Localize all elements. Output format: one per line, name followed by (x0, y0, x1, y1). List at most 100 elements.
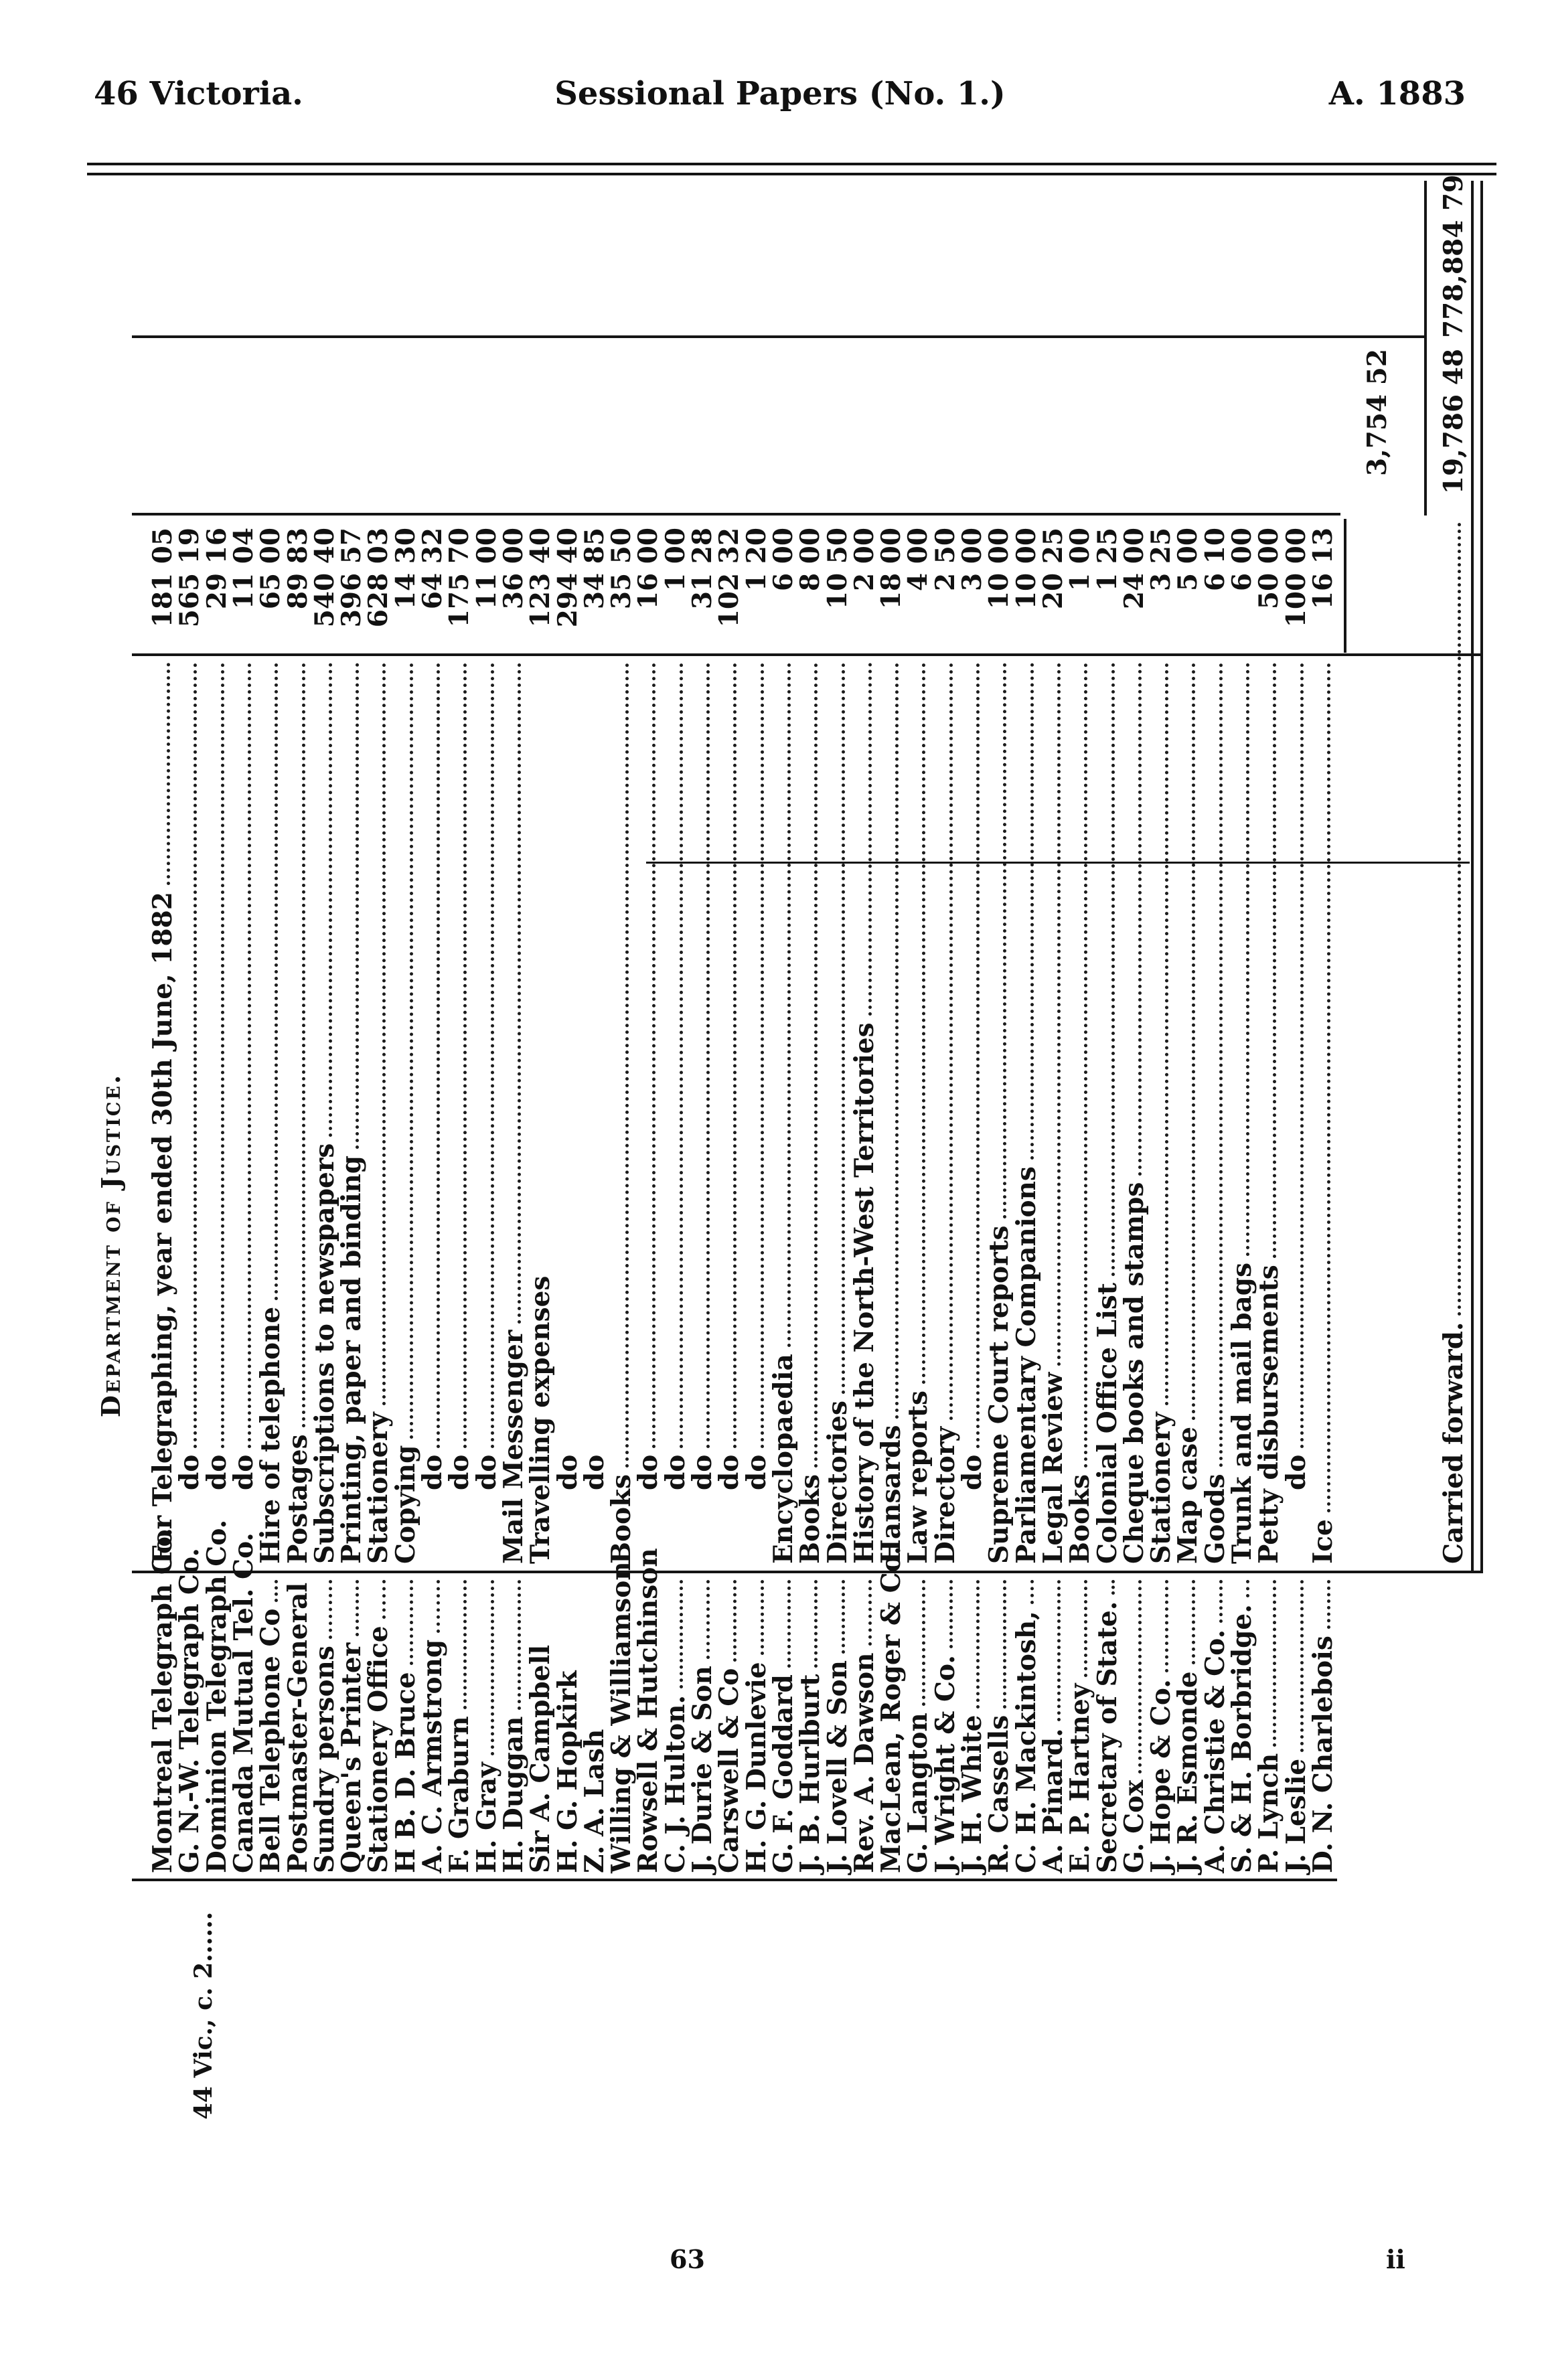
dot-leader (931, 1580, 953, 1649)
subtotal-cell (1174, 338, 1201, 515)
year-label: A. 1883 (1328, 75, 1466, 112)
table-row: H B. D. Bruce Copying 14 30 (390, 181, 421, 1881)
payee-cell: J. Wright & Co. (930, 1573, 961, 1881)
dot-leader (257, 663, 279, 1300)
amount-cell: 3 00 (957, 528, 988, 591)
dot-leader (473, 663, 494, 1448)
dot-leader (1282, 663, 1304, 1448)
dot-leader (1093, 1580, 1115, 1595)
dot-leader (1201, 1580, 1223, 1623)
table-row: G. F. Goddard Encyclopaedia 6 00 (767, 181, 799, 1881)
series-title: Sessional Papers (No. 1.) (554, 75, 1006, 112)
dot-leader (1120, 663, 1142, 1176)
dot-leader (554, 663, 575, 1448)
payee-name: A. C. Armstrong (417, 1639, 448, 1873)
service-cell: do (174, 656, 205, 1573)
subtotal-cell (1310, 338, 1336, 515)
dot-leader (716, 663, 737, 1448)
subtotal-cell (311, 338, 338, 515)
service-description: do (957, 1454, 988, 1490)
service-description: Postages (282, 1434, 313, 1564)
payee-cell: Canada Mutual Tel. Co. (228, 1532, 259, 1881)
subtotal-cell (365, 338, 392, 515)
total-cell (1202, 181, 1229, 338)
payee-name: Canada Mutual Tel. Co. (228, 1532, 259, 1873)
service-cell: Books (606, 656, 637, 1573)
total-cell (446, 181, 473, 338)
table-row: Montreal Telegraph Co. For Telegraphing, … (147, 181, 178, 1881)
table-row: Rev. A. Dawson History of the North-West … (848, 181, 880, 1881)
payee-cell: Sundry persons (309, 1573, 340, 1881)
payee-name: G. N.-W. Telegraph Co. (174, 1548, 206, 1873)
department-heading: Department of Justice. (96, 1073, 126, 1418)
total-cell (1067, 181, 1093, 338)
table-row: G. N.-W. Telegraph Co. do 565 19 (174, 181, 206, 1881)
table-row: Willing & Williamson Books 35 50 (606, 181, 637, 1881)
dot-leader (905, 663, 926, 1384)
amount-cell: 100 00 (1280, 528, 1312, 628)
service-description: Cheque books and stamps (1118, 1182, 1150, 1564)
subtotal-cell (1255, 338, 1282, 515)
subtotal-cell (959, 338, 986, 515)
subtotal-cell (554, 338, 581, 515)
amount-cell: 396 57 (336, 528, 368, 628)
amount-cell: 34 85 (578, 528, 610, 610)
service-description: History of the North-West Territories (848, 1022, 880, 1564)
service-cell: Directories (822, 656, 853, 1573)
table-row: J. Durie & Son do 31 28 (687, 181, 718, 1881)
service-cell: Supreme Court reports (984, 656, 1015, 1573)
service-description: Hansards (876, 1425, 907, 1564)
total-cell (608, 181, 635, 338)
dot-leader (176, 663, 198, 1448)
service-description: do (444, 1454, 475, 1490)
amount-cell: 6 00 (1227, 528, 1257, 591)
amount-cell: 1 00 (660, 528, 691, 591)
amount-cell: 3 25 (1146, 528, 1177, 591)
payee-name: J. Hope & Co. (1146, 1679, 1177, 1873)
total-cell (1229, 181, 1255, 338)
header-rule-bottom (87, 173, 1496, 175)
amount-cell: 36 00 (497, 528, 529, 610)
table-row: Dominion Telegraph Co. do 29 16 (201, 181, 232, 1881)
service-description: Directories (822, 1401, 853, 1564)
subtotal-cell (419, 338, 446, 515)
total-cell (176, 181, 203, 338)
service-cell: Law reports (903, 656, 933, 1573)
payee-name: C. H. Mackintosh, (1010, 1611, 1042, 1873)
payee-name: Rowsell & Hutchinson (633, 1548, 664, 1873)
service-description: Copying (390, 1445, 421, 1564)
total-cell (662, 181, 689, 338)
table-row: Z. A. Lash do 34 85 (578, 181, 610, 1881)
rotated-ledger-table: Department of Justice. 44 Vic., c. 2....… (90, 175, 1496, 2122)
payee-name: Sundry persons (309, 1646, 340, 1873)
service-cell: do (633, 656, 664, 1573)
payee-cell: Secretary of State. (1092, 1573, 1123, 1881)
dot-leader (1093, 663, 1115, 1277)
service-description: Books (606, 1474, 637, 1564)
total-cell (392, 181, 419, 338)
total-cell (473, 181, 500, 338)
dot-leader (1309, 663, 1330, 1513)
payee-name: G. Cox (1118, 1779, 1150, 1873)
service-cell: Colonial Office List (1092, 656, 1123, 1573)
amount-cell: 6 00 (767, 528, 799, 591)
amount-cell: 29 16 (201, 528, 232, 610)
service-description: Subscriptions to newspapers (309, 1143, 340, 1564)
subtotal-cell (1229, 338, 1255, 515)
table-row: H. G. Hopkirk do 294 40 (552, 181, 583, 1881)
amount-cell: 8 00 (795, 528, 826, 591)
dot-leader (365, 1580, 386, 1619)
dot-leader (931, 663, 953, 1421)
service-description: Encyclopaedia (767, 1354, 799, 1564)
total-cell (365, 181, 392, 338)
payee-name: Queen's Printer (336, 1642, 368, 1873)
service-cell: do (687, 656, 718, 1573)
service-description: Supreme Court reports (984, 1225, 1015, 1564)
amount-cell: 11 00 (471, 528, 502, 610)
total-cell (554, 181, 581, 338)
service-cell: Map case (1172, 656, 1203, 1573)
total-cell (149, 181, 176, 338)
subtotal-cell (500, 338, 527, 515)
payee-cell: Rev. A. Dawson (849, 1573, 880, 1881)
table-row: Canada Mutual Tel. Co. do 11 04 (228, 181, 259, 1881)
